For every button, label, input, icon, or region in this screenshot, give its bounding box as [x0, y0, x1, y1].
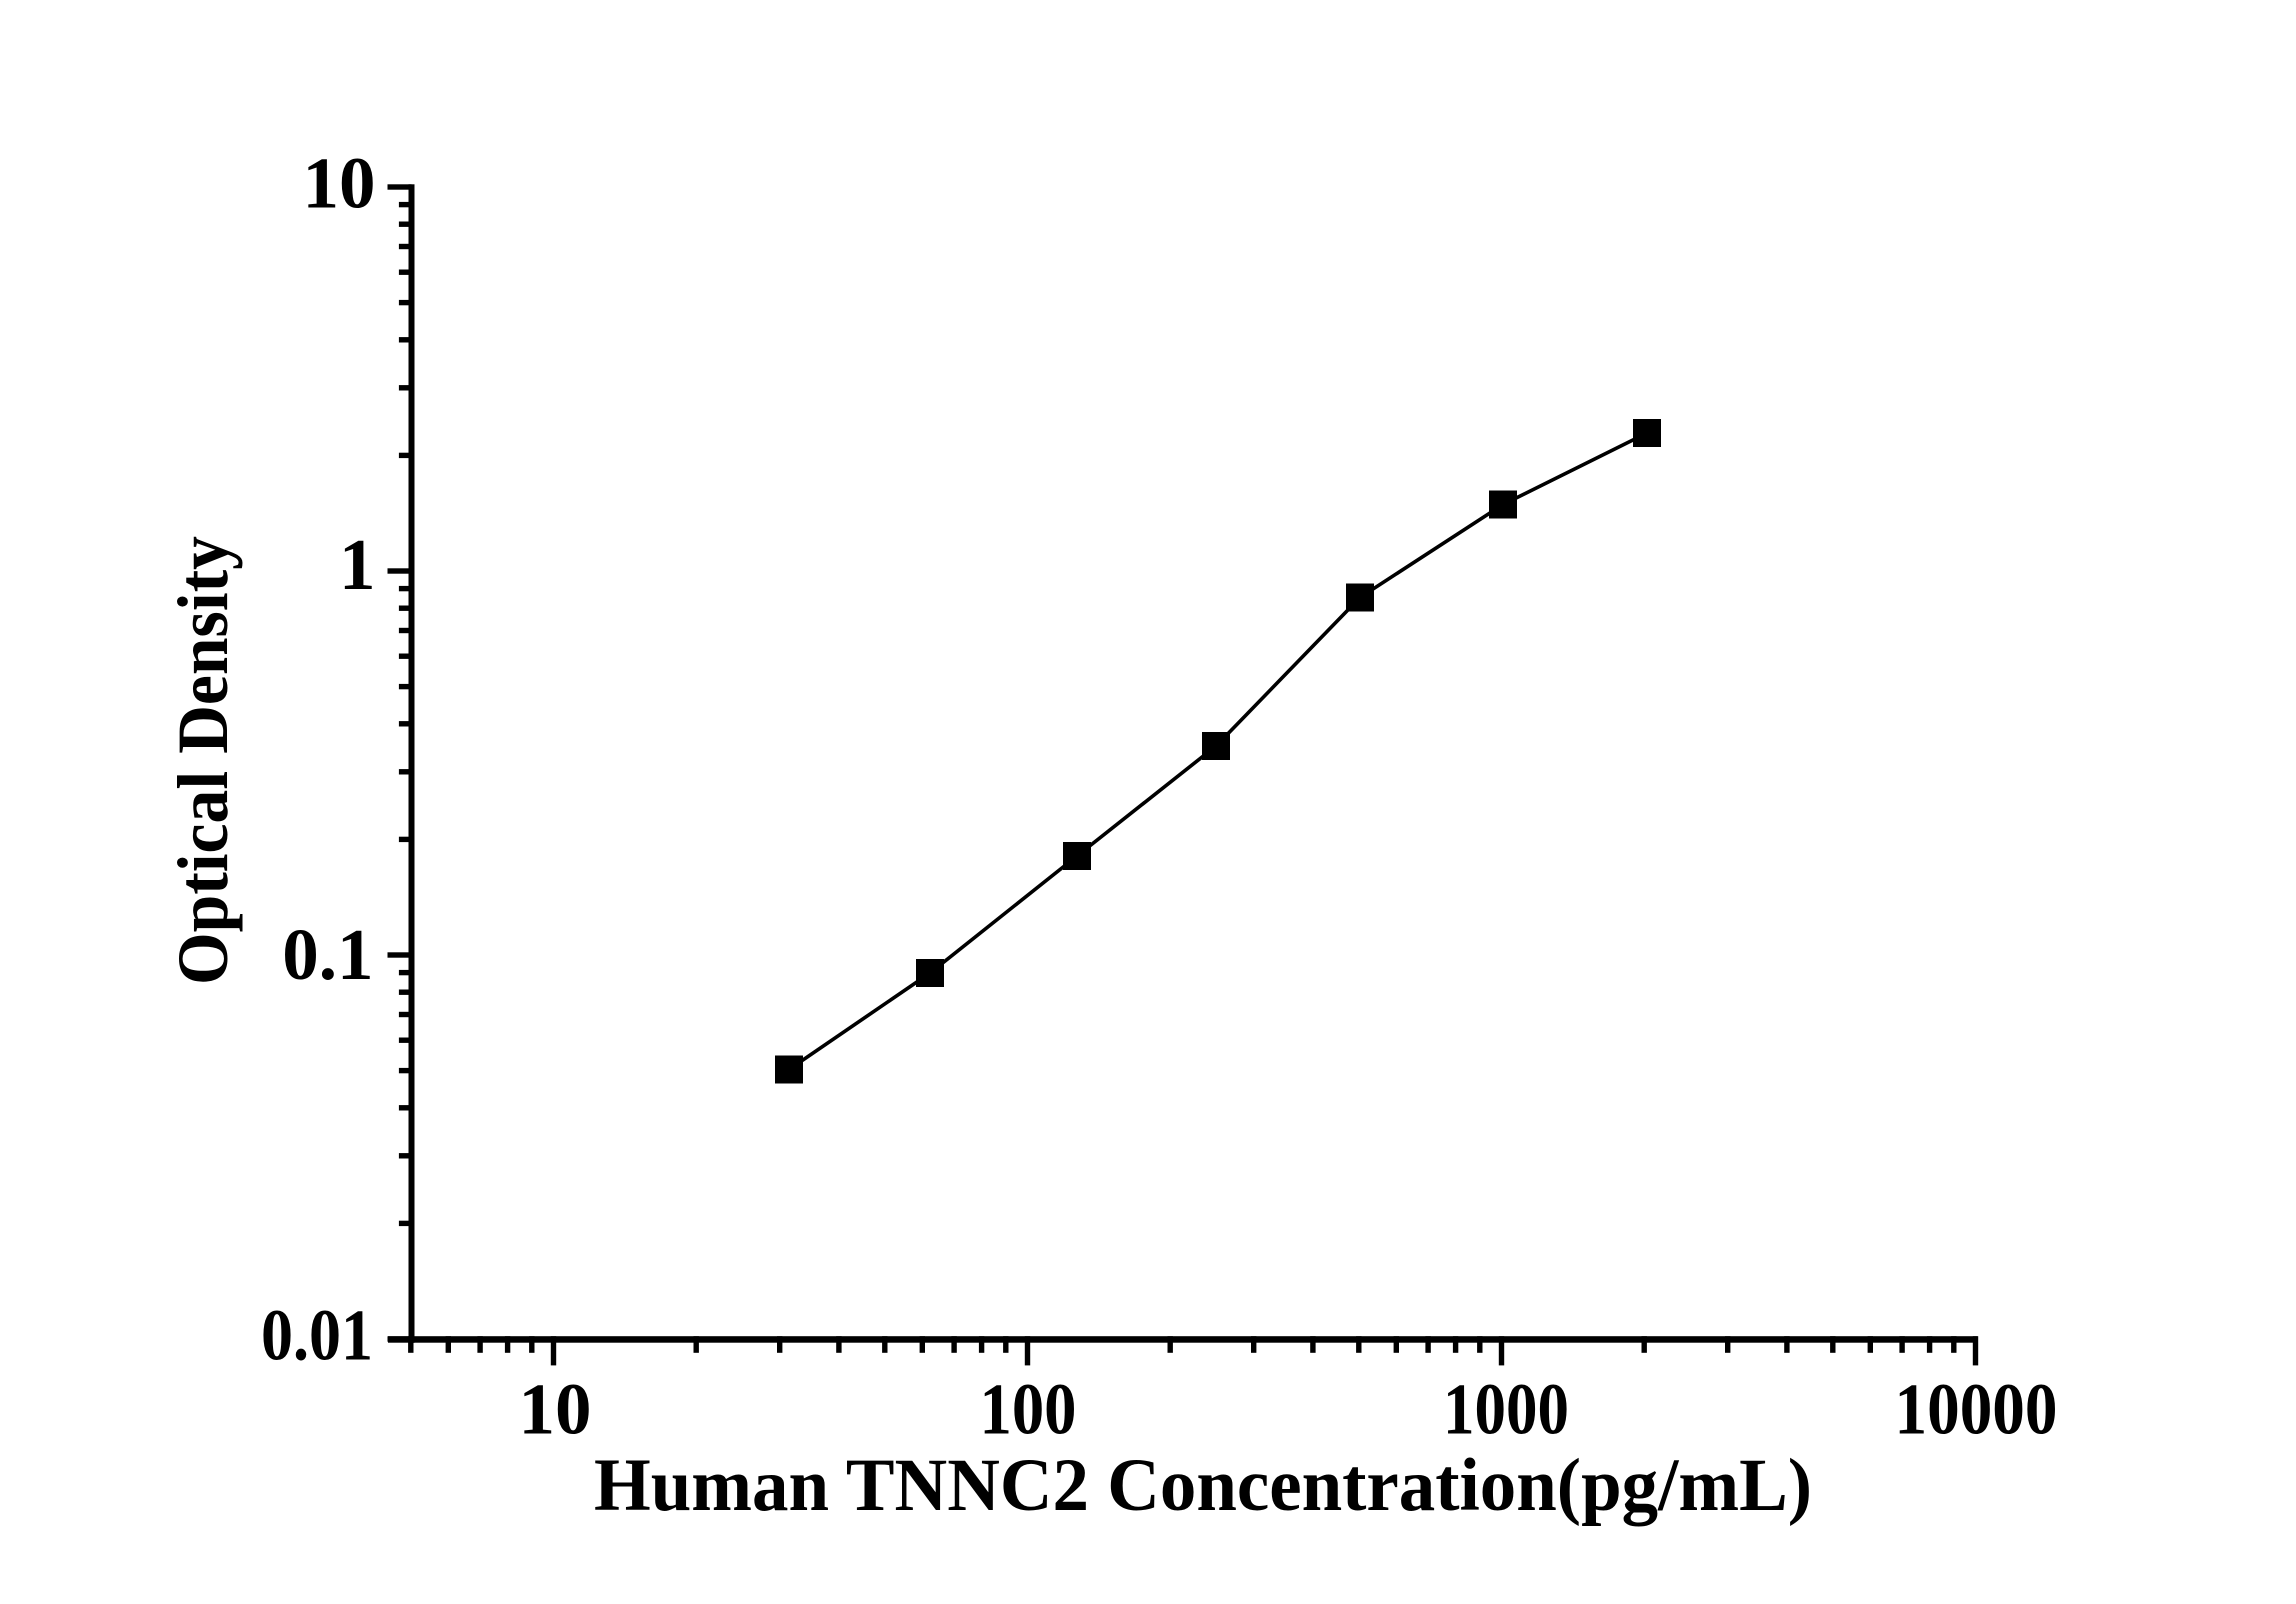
svg-text:10: 10: [519, 1369, 592, 1450]
svg-text:0.01: 0.01: [261, 1294, 373, 1375]
svg-text:10: 10: [303, 142, 376, 223]
svg-text:1: 1: [339, 524, 376, 605]
svg-text:1000: 1000: [1443, 1369, 1569, 1450]
svg-text:100: 100: [980, 1369, 1077, 1450]
svg-text:Human TNNC2 Concentration(pg/m: Human TNNC2 Concentration(pg/mL): [594, 1444, 1812, 1527]
svg-text:10000: 10000: [1895, 1369, 2058, 1450]
svg-text:0.1: 0.1: [282, 914, 373, 995]
svg-text:Optical Density: Optical Density: [163, 536, 243, 985]
